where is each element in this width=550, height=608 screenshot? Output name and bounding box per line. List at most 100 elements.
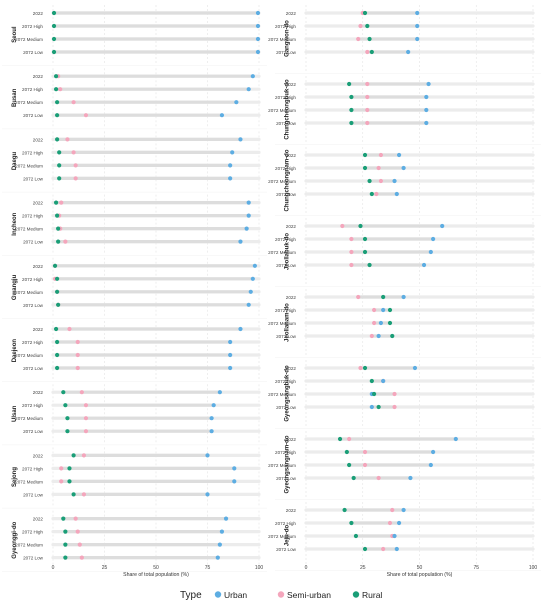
semi-urban-point	[365, 120, 370, 126]
row-label: 2072 Low	[23, 366, 44, 371]
row-label: 2072 Low	[23, 429, 44, 434]
urban-point	[428, 462, 433, 468]
urban-point	[396, 152, 402, 158]
urban-point	[376, 333, 381, 339]
rural-point	[362, 236, 368, 242]
urban-point	[228, 352, 233, 358]
urban-point	[255, 49, 261, 55]
rural-point	[57, 150, 62, 155]
semi-urban-point	[369, 333, 374, 339]
region-label: Incheon	[12, 212, 18, 235]
rural-point	[67, 466, 72, 471]
semi-urban-point	[358, 365, 363, 371]
rural-point	[362, 365, 368, 371]
urban-point	[211, 403, 216, 408]
panel-strip	[275, 76, 298, 143]
row-label: 2022	[286, 82, 297, 87]
legend-swatch-urban	[214, 591, 222, 598]
semi-urban-point	[71, 100, 76, 105]
semi-urban-point	[59, 479, 64, 484]
rural-point	[63, 542, 68, 547]
row-label: 2022	[33, 74, 44, 79]
rural-point	[67, 479, 72, 484]
semi-urban-point	[347, 436, 352, 442]
row-label: 2072 Low	[276, 121, 297, 126]
row-label: 2022	[286, 437, 297, 442]
semi-urban-point	[71, 150, 76, 155]
urban-point	[369, 404, 374, 410]
semi-urban-point	[390, 507, 395, 513]
rural-point	[55, 365, 60, 371]
semi-urban-point	[83, 429, 89, 434]
row-label: 2072 Medium	[268, 37, 296, 42]
semi-urban-point	[58, 87, 63, 92]
rural-point	[71, 453, 76, 458]
semi-urban-point	[372, 307, 377, 313]
urban-point	[412, 365, 418, 371]
panel-strip	[2, 321, 26, 381]
semi-urban-point	[79, 555, 84, 560]
row-label: 2072 Medium	[15, 100, 43, 105]
x-axis-title: Share of total population (%)	[123, 572, 189, 578]
rural-point	[390, 333, 395, 339]
urban-point	[424, 94, 429, 100]
rural-point	[372, 391, 377, 397]
urban-point	[228, 176, 233, 181]
rural-point	[57, 163, 62, 168]
rural-point	[55, 289, 60, 294]
x-axis-title: Share of total population (%)	[387, 572, 453, 578]
semi-urban-point	[378, 152, 384, 158]
rural-point	[57, 176, 62, 181]
region-label: Daegu	[12, 152, 18, 171]
urban-point	[246, 213, 251, 218]
rural-point	[369, 49, 374, 55]
urban-point	[252, 263, 257, 268]
semi-urban-point	[83, 113, 89, 118]
rural-point	[369, 191, 374, 197]
rural-point	[56, 226, 61, 231]
urban-point	[428, 249, 433, 255]
row-label: 2072 High	[22, 150, 43, 155]
row-label: 2072 Low	[276, 263, 297, 268]
semi-urban-point	[75, 339, 80, 345]
row-label: 2072 High	[275, 379, 296, 384]
rural-point	[56, 239, 61, 244]
semi-urban-point	[75, 529, 80, 534]
urban-point	[394, 546, 399, 552]
row-label: 2022	[286, 295, 297, 300]
semi-urban-point	[73, 176, 78, 181]
semi-urban-point	[362, 462, 368, 468]
rural-point	[342, 507, 347, 513]
rural-point	[344, 449, 349, 455]
rural-point	[349, 107, 354, 113]
semi-urban-point	[81, 492, 86, 497]
rural-point	[369, 378, 374, 384]
row-label: 2022	[33, 327, 44, 332]
semi-urban-point	[358, 23, 363, 29]
urban-point	[228, 163, 233, 168]
semi-urban-point	[67, 326, 72, 332]
semi-urban-point	[356, 294, 361, 300]
semi-urban-point	[365, 107, 370, 113]
row-label: 2072 High	[275, 24, 296, 29]
semi-urban-point	[376, 475, 381, 481]
rural-point	[351, 475, 356, 481]
row-label: 2022	[33, 201, 44, 206]
panel-strip	[275, 5, 298, 72]
row-label: 2072 High	[275, 237, 296, 242]
row-label: 2072 Low	[276, 50, 297, 55]
row-label: 2072 High	[275, 308, 296, 313]
region-label: Jeollabuk-do	[285, 233, 291, 270]
row-label: 2072 Low	[276, 334, 297, 339]
urban-point	[381, 307, 386, 313]
x-tick-label: 75	[205, 565, 211, 571]
region-label: Sejong	[12, 467, 18, 487]
row-label: 2072 High	[275, 521, 296, 526]
legend-title: Type	[180, 590, 202, 601]
rural-point	[53, 74, 59, 79]
semi-urban-point	[75, 365, 80, 371]
urban-point	[228, 365, 233, 371]
semi-urban-point	[83, 403, 89, 408]
semi-urban-point	[392, 404, 397, 410]
rural-point	[367, 178, 372, 184]
